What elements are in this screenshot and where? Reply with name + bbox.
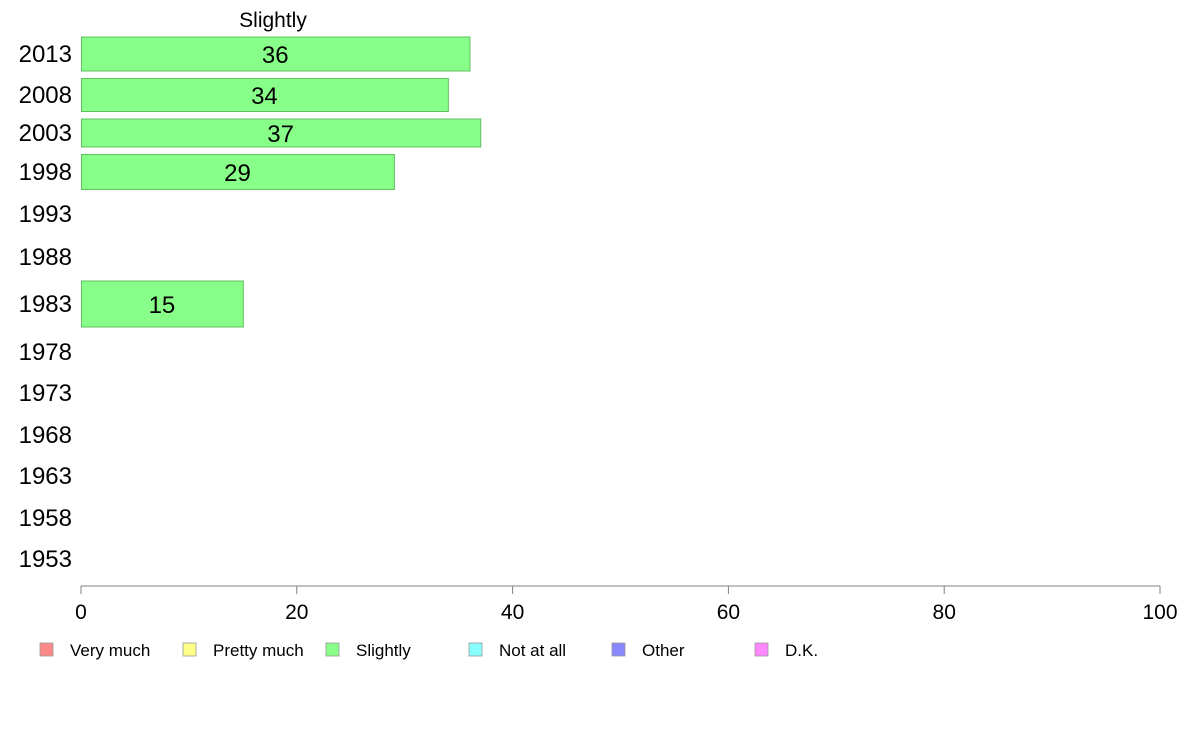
legend-label-pretty-much: Pretty much — [213, 641, 304, 660]
y-tick-label-1978: 1978 — [19, 339, 72, 366]
legend-swatch-other — [611, 642, 626, 657]
x-tick-label-20: 20 — [285, 601, 308, 624]
x-tick-label-60: 60 — [717, 601, 740, 624]
y-tick-label-2013: 2013 — [19, 41, 72, 68]
legend-label-d-k: D.K. — [785, 641, 818, 660]
legend-swatch-slightly — [325, 642, 340, 657]
data-label-1983: 15 — [149, 292, 176, 319]
x-tick-label-100: 100 — [1142, 601, 1177, 624]
y-tick-label-1988: 1988 — [19, 244, 72, 271]
y-tick-label-1953: 1953 — [19, 546, 72, 573]
legend-swatch-very-much — [39, 642, 54, 657]
legend-label-other: Other — [642, 641, 685, 660]
y-tick-label-1993: 1993 — [19, 201, 72, 228]
data-label-1998: 29 — [224, 160, 251, 187]
chart-title: Slightly — [239, 9, 307, 32]
y-tick-label-2003: 2003 — [19, 120, 72, 147]
y-axis-labels: 2013 2008 2003 1998 1993 1988 1983 1978 1973 1968… — [19, 41, 72, 573]
legend-label-not-at-all: Not at all — [499, 641, 566, 660]
data-label-2003: 37 — [267, 121, 294, 148]
bars-layer: 36 34 37 29 15 — [81, 36, 482, 328]
bar-1998 — [81, 154, 395, 190]
y-tick-label-1998: 1998 — [19, 159, 72, 186]
bar-2013 — [81, 36, 471, 72]
bar-2008 — [81, 78, 449, 112]
legend-label-very-much: Very much — [70, 641, 150, 660]
bar-1983 — [81, 280, 244, 328]
x-tick-label-80: 80 — [933, 601, 956, 624]
y-tick-label-1983: 1983 — [19, 291, 72, 318]
y-tick-label-1958: 1958 — [19, 505, 72, 532]
data-label-2013: 36 — [262, 42, 289, 69]
x-tick-label-0: 0 — [75, 601, 87, 624]
legend-swatch-d-k — [754, 642, 769, 657]
y-tick-label-1963: 1963 — [19, 463, 72, 490]
legend: Very much Pretty much Slightly Not at all Ot… — [39, 641, 818, 660]
y-tick-label-1968: 1968 — [19, 422, 72, 449]
data-label-2008: 34 — [251, 83, 278, 110]
x-axis: 0 20 40 60 80 100 — [75, 585, 1178, 624]
x-tick-label-40: 40 — [501, 601, 524, 624]
legend-swatch-pretty-much — [182, 642, 197, 657]
legend-label-slightly: Slightly — [356, 641, 411, 660]
y-tick-label-1973: 1973 — [19, 380, 72, 407]
bar-2003 — [81, 118, 482, 148]
legend-swatch-not-at-all — [468, 642, 483, 657]
y-tick-label-2008: 2008 — [19, 82, 72, 109]
